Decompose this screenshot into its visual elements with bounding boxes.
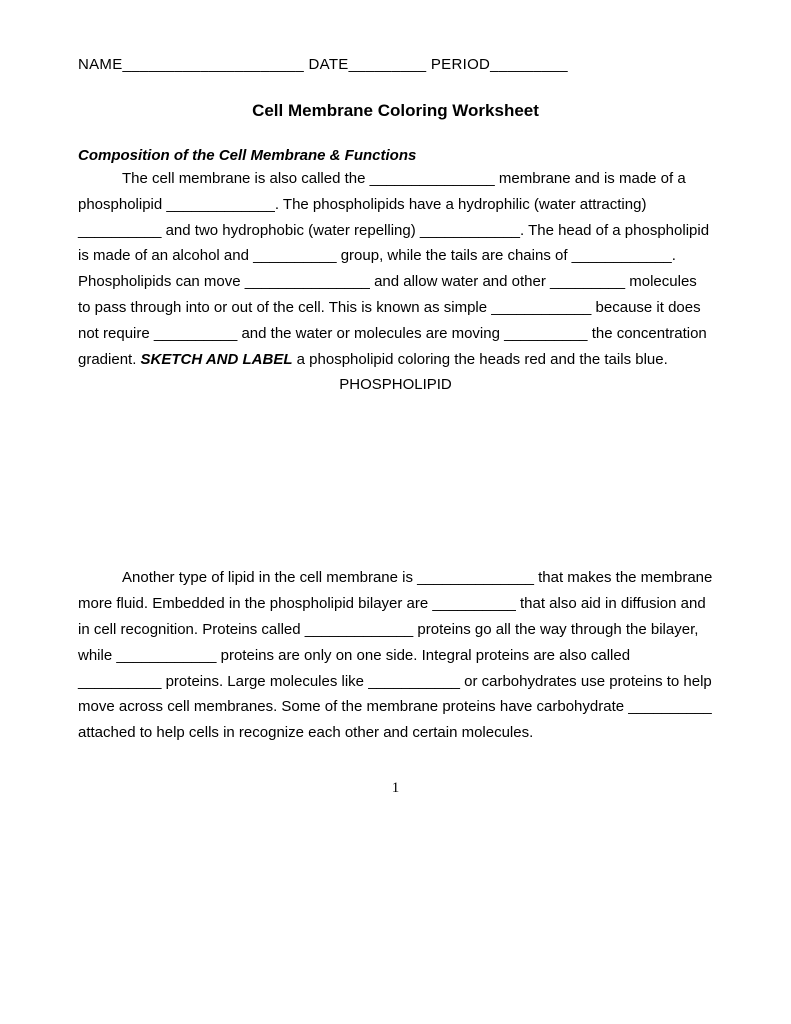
section2-para: Another type of lipid in the cell membra…: [78, 565, 713, 746]
section1-heading: Composition of the Cell Membrane & Funct…: [78, 147, 713, 164]
date-blank: _________: [349, 56, 427, 73]
worksheet-page: NAME_____________________ DATE_________ …: [0, 0, 791, 837]
period-blank: _________: [490, 56, 568, 73]
para2-text: Another type of lipid in the cell membra…: [78, 569, 712, 741]
header-fields: NAME_____________________ DATE_________ …: [78, 56, 713, 73]
name-blank: _____________________: [123, 56, 305, 73]
date-label: DATE: [309, 56, 349, 73]
section1-para: The cell membrane is also called the ___…: [78, 166, 713, 372]
period-label: PERIOD: [431, 56, 490, 73]
worksheet-title: Cell Membrane Coloring Worksheet: [78, 101, 713, 121]
phospholipid-label: PHOSPHOLIPID: [78, 376, 713, 393]
drawing-space: [78, 393, 713, 565]
name-label: NAME: [78, 56, 123, 73]
sketch-instruction: SKETCH AND LABEL: [141, 351, 293, 368]
page-number: 1: [78, 780, 713, 797]
para1b-text: a phospholipid coloring the heads red an…: [293, 351, 668, 368]
para1-text: The cell membrane is also called the ___…: [78, 170, 709, 368]
